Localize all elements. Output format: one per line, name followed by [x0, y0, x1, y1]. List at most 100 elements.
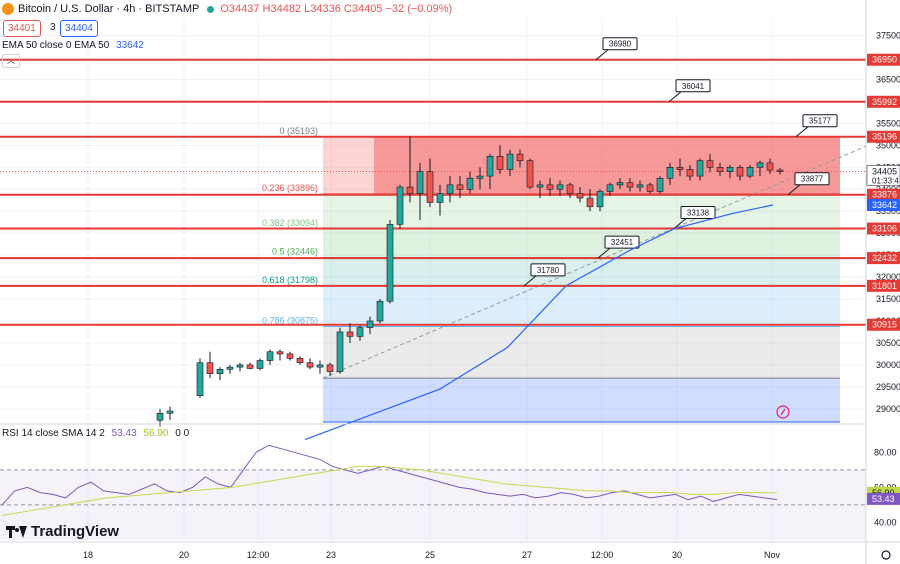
- horizontal-levels: 36980 36041 35177 33877 33138 32451 31780: [0, 37, 866, 326]
- candle-body: [366, 320, 374, 328]
- level-price-tag: [867, 53, 900, 66]
- callout-box: [675, 79, 711, 93]
- fib-level-label: 0.236 (33896): [262, 183, 318, 193]
- level-price-tag-label: 35196: [872, 132, 897, 142]
- candle-body: [526, 160, 534, 188]
- buy-button[interactable]: 34404: [60, 20, 98, 37]
- last-price-countdown: 01:33:4: [872, 176, 899, 185]
- candle-body: [736, 167, 744, 177]
- candle-body: [506, 153, 514, 170]
- fib-level-label: 0 (35193): [279, 126, 318, 136]
- candle-body: [576, 193, 584, 199]
- bitcoin-icon: [2, 3, 14, 15]
- level-price-tag-label: 35992: [872, 97, 897, 107]
- candle-body: [536, 184, 544, 188]
- tradingview-logo-icon: [6, 525, 27, 538]
- tradingview-logo: TradingView: [6, 523, 119, 540]
- time-tick-label: 20: [179, 550, 189, 560]
- trend-line: [322, 145, 867, 379]
- candle-body: [296, 358, 304, 364]
- price-tick-label: 35000: [876, 140, 900, 150]
- candle-body: [726, 167, 734, 172]
- level-price-tag: [867, 252, 900, 265]
- fib-level-label: 0.786 (30875): [262, 315, 318, 325]
- candle-body: [716, 167, 724, 172]
- rsi-value-tag-label: 53.43: [872, 494, 895, 504]
- fib-level-label: 0.5 (32446): [272, 247, 318, 257]
- price-axis: 3750037000365003600035500350003450034000…: [865, 0, 900, 564]
- rsi-sma-value: 56.90: [143, 428, 169, 439]
- callout-pointer: [523, 275, 537, 287]
- callout-label: 33877: [801, 175, 824, 184]
- ema-label: EMA 50 close 0 EMA 50: [2, 40, 110, 51]
- fib-zone: [323, 229, 840, 258]
- level-price-tag: [867, 188, 900, 201]
- candle-body: [286, 353, 294, 359]
- fib-zone: [323, 136, 840, 194]
- candle-body: [406, 186, 414, 194]
- candle-body: [416, 171, 424, 194]
- candle-body: [626, 182, 634, 188]
- candle-body: [216, 369, 224, 374]
- callout-label: 36041: [682, 82, 705, 91]
- candle-body: [456, 184, 464, 190]
- candle-body: [466, 177, 474, 190]
- fib-level-label: 0.618 (31798): [262, 275, 318, 285]
- fib-zone: [323, 257, 840, 286]
- fib-zone: [323, 378, 840, 422]
- rsi-value-tag: [867, 492, 900, 505]
- price-tick-label: 30000: [876, 360, 900, 370]
- level-price-tag: [867, 222, 900, 235]
- candle-body: [516, 153, 524, 162]
- last-price-tag: [866, 165, 900, 186]
- callout-label: 32451: [611, 238, 634, 247]
- rsi-tick-label: 40.00: [874, 517, 897, 527]
- candle-body: [396, 186, 404, 225]
- level-price-tag: [867, 95, 900, 108]
- ema-line: [304, 204, 774, 441]
- callout-pointer: [673, 218, 687, 229]
- candle-body: [246, 364, 254, 369]
- fib-zone: [323, 193, 840, 230]
- level-price-tag-label: 30915: [872, 320, 897, 330]
- fibonacci-retracement: 0 (35193) 0.236 (33896) 0.382 (33094) 0.5 (…: [262, 126, 867, 423]
- price-tick-label: 33500: [876, 206, 900, 216]
- candle-body: [646, 184, 654, 192]
- fib-zone: [323, 326, 840, 379]
- callout-label: 36980: [609, 40, 632, 49]
- ohlc-values: O34437 H34482 L34336 C34405 −32 (−0.09%): [220, 3, 453, 15]
- tradingview-logo-text: TradingView: [31, 523, 120, 540]
- candle-body: [476, 175, 484, 179]
- candle-body: [696, 160, 704, 177]
- candle-body: [746, 167, 754, 177]
- time-tick-label: 18: [83, 550, 93, 560]
- candle-body: [446, 184, 454, 194]
- candle-body: [356, 327, 364, 337]
- candle-body: [306, 362, 314, 368]
- fib-zone: [323, 285, 840, 327]
- candle-body: [276, 351, 284, 355]
- candle-body: [156, 412, 164, 421]
- ema-legend[interactable]: EMA 50 close 0 EMA 50 33642: [2, 40, 144, 51]
- price-tick-label: 32000: [876, 272, 900, 282]
- rsi-sma-tag-label: 56.90: [872, 488, 895, 498]
- candle-body: [206, 362, 214, 374]
- time-tick-label: 25: [425, 550, 435, 560]
- rsi-legend[interactable]: RSI 14 close SMA 14 2 53.43 56.90 0 0: [2, 428, 189, 439]
- level-price-tag-label: 31801: [872, 281, 897, 291]
- sell-button[interactable]: 34401: [3, 20, 41, 37]
- callout-pointer: [787, 184, 801, 196]
- candle-body: [486, 156, 494, 177]
- candle-body: [606, 184, 614, 192]
- candle-body: [496, 156, 504, 170]
- symbol-header: Bitcoin / U.S. Dollar · 4h · BITSTAMP O3…: [0, 0, 452, 18]
- candle-body: [616, 182, 624, 186]
- time-tick-label: 12:00: [591, 550, 614, 560]
- candle-body: [546, 184, 554, 190]
- spread-value: 3: [50, 22, 56, 33]
- collapse-legend-button[interactable]: ︿: [2, 54, 20, 68]
- level-price-tag-label: 33106: [872, 224, 897, 234]
- alert-icon: [776, 405, 790, 419]
- symbol-title[interactable]: Bitcoin / U.S. Dollar · 4h · BITSTAMP: [18, 3, 200, 15]
